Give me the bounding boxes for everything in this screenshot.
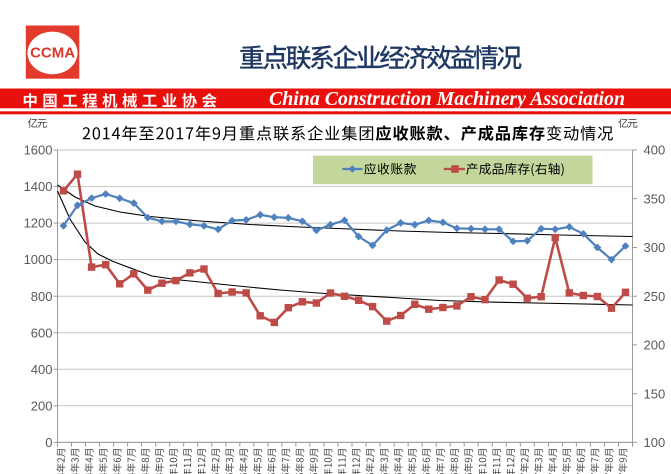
svg-text:250: 250 (644, 289, 666, 304)
svg-text:600: 600 (31, 325, 53, 340)
svg-text:1200: 1200 (24, 216, 53, 231)
svg-text:1000: 1000 (24, 252, 53, 267)
svg-text:China Construction Machinery A: China Construction Machinery Association (269, 88, 625, 110)
svg-text:1600: 1600 (24, 143, 53, 158)
svg-text:1400: 1400 (24, 179, 53, 194)
svg-text:0: 0 (45, 435, 52, 450)
svg-text:CCMA: CCMA (30, 45, 75, 62)
svg-text:400: 400 (644, 143, 666, 158)
svg-text:400: 400 (31, 362, 53, 377)
svg-text:100: 100 (644, 435, 666, 450)
svg-text:200: 200 (31, 398, 53, 413)
svg-text:350: 350 (644, 191, 666, 206)
svg-text:300: 300 (644, 240, 666, 255)
svg-text:200: 200 (644, 338, 666, 353)
svg-text:150: 150 (644, 386, 666, 401)
svg-text:800: 800 (31, 289, 53, 304)
